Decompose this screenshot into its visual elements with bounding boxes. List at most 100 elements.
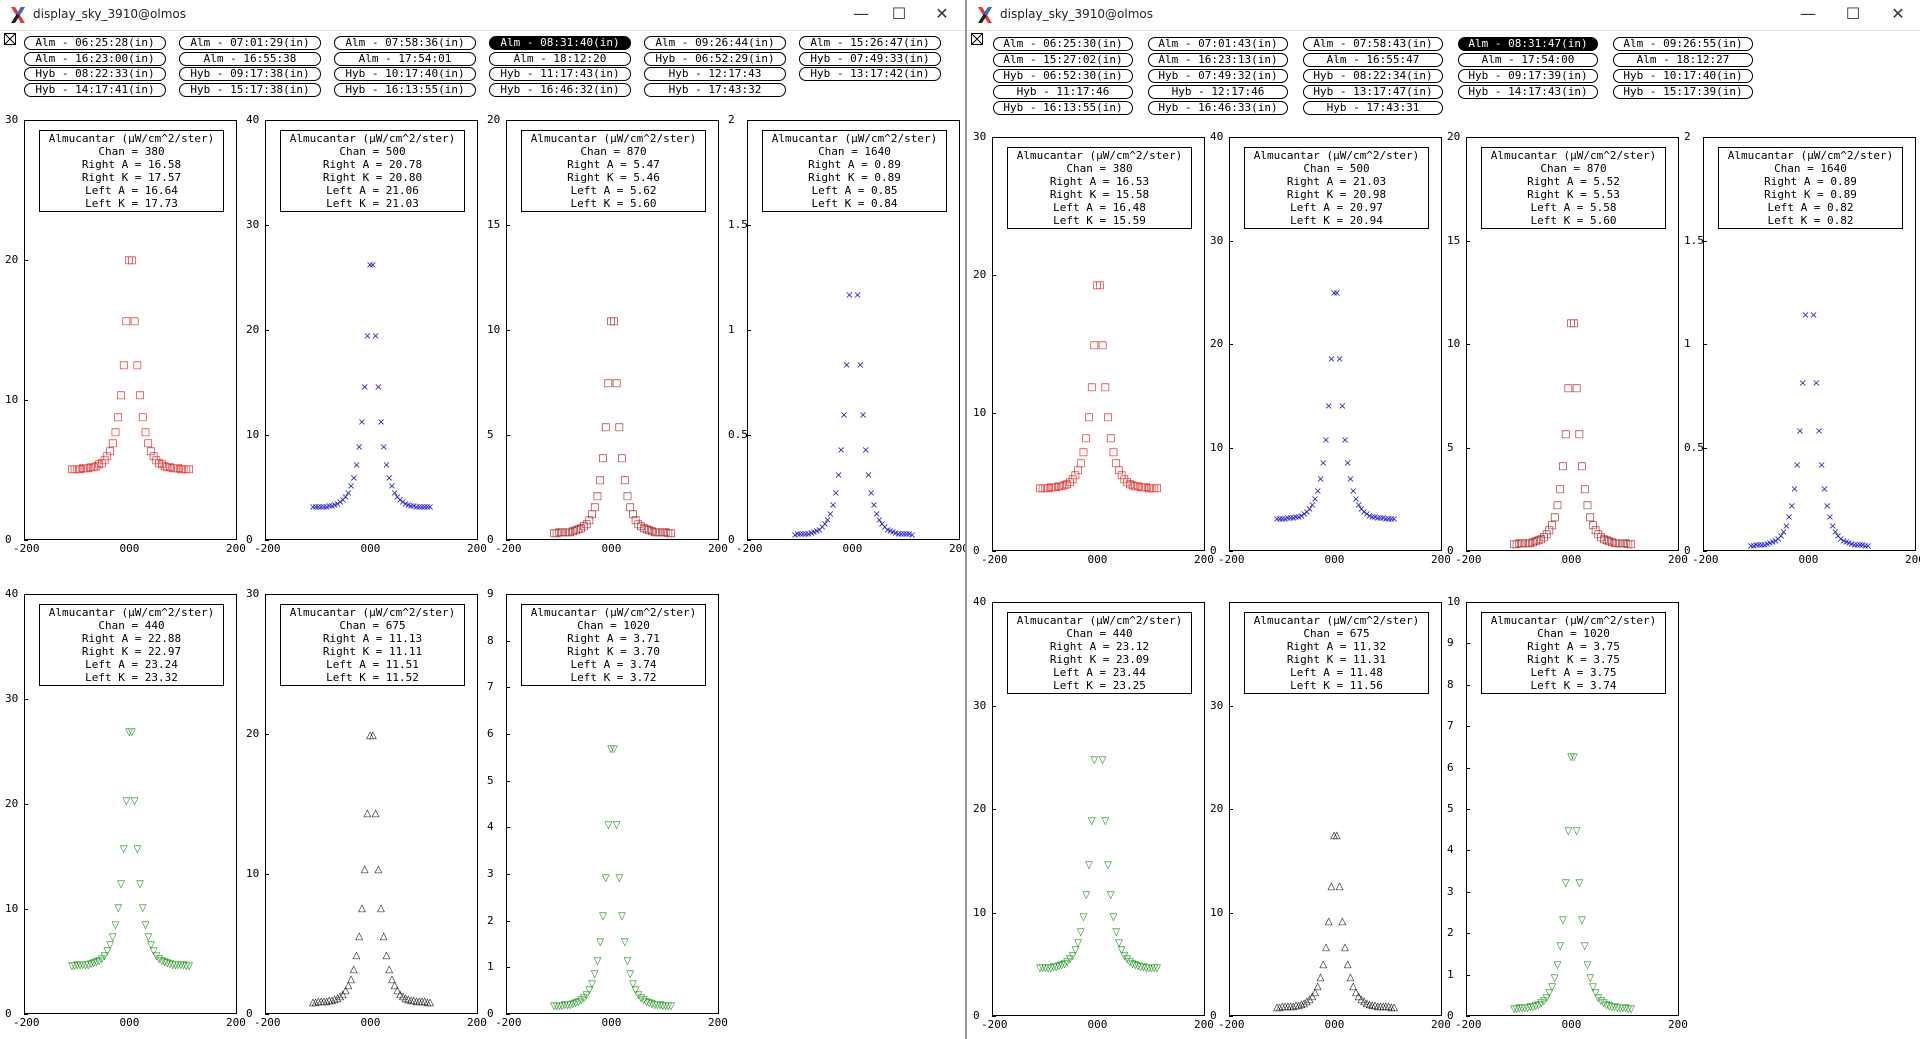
record-button[interactable]: Hyb - 09:17:39(in) <box>1458 69 1598 83</box>
record-button[interactable]: Hyb - 11:17:46 <box>993 85 1133 99</box>
record-button[interactable]: Hyb - 12:17:43 <box>644 67 786 81</box>
data-point: ▽ <box>1044 962 1052 974</box>
record-button[interactable]: Hyb - 17:43:31 <box>1303 101 1443 115</box>
y-tick-label: 30 <box>246 587 260 600</box>
record-button[interactable]: Alm - 09:26:55(in) <box>1613 37 1753 51</box>
record-button[interactable]: Alm - 07:01:43(in) <box>1148 37 1288 51</box>
record-button[interactable]: Alm - 07:58:36(in) <box>334 36 476 50</box>
data-point: □ <box>69 463 80 475</box>
record-button[interactable]: Hyb - 11:17:43(in) <box>489 67 631 81</box>
record-button[interactable]: Hyb - 06:52:29(in) <box>644 51 786 66</box>
chart-plot: 00.511.52-200000200×××××××××××××××××××××… <box>728 114 965 555</box>
record-button[interactable]: Alm - 09:26:44(in) <box>644 36 786 50</box>
data-point: ▽ <box>147 940 155 952</box>
legend-title: Almucantar (µW/cm^2/ster) <box>1016 149 1183 162</box>
record-button[interactable]: Alm - 18:12:27 <box>1613 53 1753 67</box>
record-button[interactable]: Alm - 15:27:02(in) <box>993 53 1133 67</box>
data-point: □ <box>1569 317 1579 329</box>
y-tick-mark <box>1466 602 1470 603</box>
data-point: △ <box>1333 830 1341 842</box>
record-button[interactable]: Hyb - 16:46:33(in) <box>1148 101 1288 115</box>
data-point: □ <box>611 378 622 390</box>
y-tick-mark <box>1229 705 1233 707</box>
record-button[interactable]: Hyb - 17:43:32 <box>644 82 786 97</box>
x-tick-label: 200 <box>1431 553 1451 566</box>
record-button[interactable]: Alm - 17:54:00 <box>1458 53 1598 67</box>
record-button[interactable]: Hyb - 10:17:40(in) <box>1613 69 1753 83</box>
record-button[interactable]: Hyb - 14:17:43(in) <box>1458 85 1598 99</box>
data-point: ▽ <box>100 950 109 962</box>
close-box-icon[interactable] <box>4 33 16 45</box>
y-tick-mark <box>506 827 510 829</box>
record-button[interactable]: Hyb - 16:46:32(in) <box>489 82 631 97</box>
minimize-button[interactable]: — <box>1800 4 1816 23</box>
data-point: △ <box>1316 971 1325 983</box>
record-button[interactable]: Alm - 06:25:30(in) <box>993 37 1133 51</box>
record-button[interactable]: Hyb - 15:17:39(in) <box>1613 85 1753 99</box>
data-point: ▽ <box>590 969 599 981</box>
record-button[interactable]: Alm - 08:31:47(in) <box>1458 37 1598 51</box>
record-button[interactable]: Hyb - 07:49:33(in) <box>799 51 941 66</box>
maximize-button[interactable]: ☐ <box>1845 4 1861 23</box>
data-point: ▽ <box>1586 972 1595 984</box>
y-tick-label: 9 <box>1447 636 1454 650</box>
record-button[interactable]: Hyb - 08:22:34(in) <box>1303 69 1443 83</box>
record-button[interactable]: Hyb - 13:17:47(in) <box>1303 85 1443 99</box>
data-point: × <box>1335 354 1344 366</box>
x-tick-label: -200 <box>736 542 763 555</box>
y-tick-label: 10 <box>1210 440 1224 454</box>
data-point: ▽ <box>157 955 166 967</box>
legend-box: Almucantar (µW/cm^2/ster) Chan = 675 Right… <box>280 604 465 686</box>
data-point: △ <box>1360 996 1368 1008</box>
data-point: ▽ <box>114 902 123 914</box>
record-button[interactable]: Hyb - 16:13:55(in) <box>993 101 1133 115</box>
legend-line: Left K = 5.60 <box>1530 214 1617 227</box>
data-point: △ <box>426 996 434 1008</box>
record-button[interactable]: Alm - 18:12:20 <box>489 51 631 66</box>
data-point: ▽ <box>601 873 610 885</box>
record-button[interactable]: Alm - 07:58:43(in) <box>1303 37 1443 51</box>
record-button[interactable]: Hyb - 09:17:38(in) <box>179 67 321 81</box>
close-button[interactable]: ✕ <box>1891 4 1905 23</box>
record-button[interactable]: Alm - 15:26:47(in) <box>799 36 941 50</box>
maximize-button[interactable]: ☐ <box>891 4 907 23</box>
record-button[interactable]: Hyb - 07:49:32(in) <box>1148 69 1288 83</box>
data-point: △ <box>1371 1000 1379 1012</box>
data-point: □ <box>603 378 614 390</box>
legend-line: Right K = 5.53 <box>1527 188 1620 201</box>
record-button[interactable]: Hyb - 15:17:38(in) <box>179 82 321 97</box>
data-point: × <box>363 331 372 343</box>
data-point: ▽ <box>1074 937 1082 949</box>
data-point: ▽ <box>1112 926 1121 938</box>
record-button[interactable]: Hyb - 14:17:41(in) <box>24 82 166 97</box>
record-button[interactable]: Hyb - 10:17:40(in) <box>334 67 476 81</box>
record-button[interactable]: Alm - 08:31:40(in) <box>489 36 631 50</box>
legend-box: Almucantar (µW/cm^2/ster) Chan = 1640 Righ… <box>1718 147 1903 229</box>
record-button[interactable]: Alm - 16:23:00(in) <box>24 51 166 66</box>
record-button[interactable]: Alm - 06:25:28(in) <box>24 36 166 50</box>
data-point: × <box>856 360 865 372</box>
data-point: ▽ <box>571 998 580 1010</box>
record-button[interactable]: Hyb - 12:17:46 <box>1148 85 1288 99</box>
record-button[interactable]: Hyb - 06:52:30(in) <box>993 69 1133 83</box>
data-point: × <box>875 515 884 527</box>
data-point: ▽ <box>1510 1003 1518 1015</box>
data-point: □ <box>663 527 674 539</box>
data-point: △ <box>311 996 320 1008</box>
record-button[interactable]: Alm - 07:01:29(in) <box>179 36 321 50</box>
record-button[interactable]: Alm - 16:23:13(in) <box>1148 53 1288 67</box>
data-point: □ <box>1525 537 1535 549</box>
record-button[interactable]: Alm - 16:55:38 <box>179 51 321 66</box>
data-point: ▽ <box>1055 961 1063 973</box>
record-button[interactable]: Hyb - 08:22:33(in) <box>24 67 166 81</box>
record-button[interactable]: Alm - 17:54:01 <box>334 51 476 66</box>
data-point: ▽ <box>1526 1002 1535 1014</box>
record-button[interactable]: Hyb - 13:17:42(in) <box>799 67 941 81</box>
minimize-button[interactable]: — <box>853 4 869 23</box>
record-button[interactable]: Alm - 16:55:47 <box>1303 53 1443 67</box>
data-point: □ <box>1141 482 1151 494</box>
close-box-icon[interactable] <box>971 33 983 45</box>
data-point: ▽ <box>89 958 98 970</box>
close-button[interactable]: ✕ <box>935 4 949 23</box>
record-button[interactable]: Hyb - 16:13:55(in) <box>334 82 476 97</box>
